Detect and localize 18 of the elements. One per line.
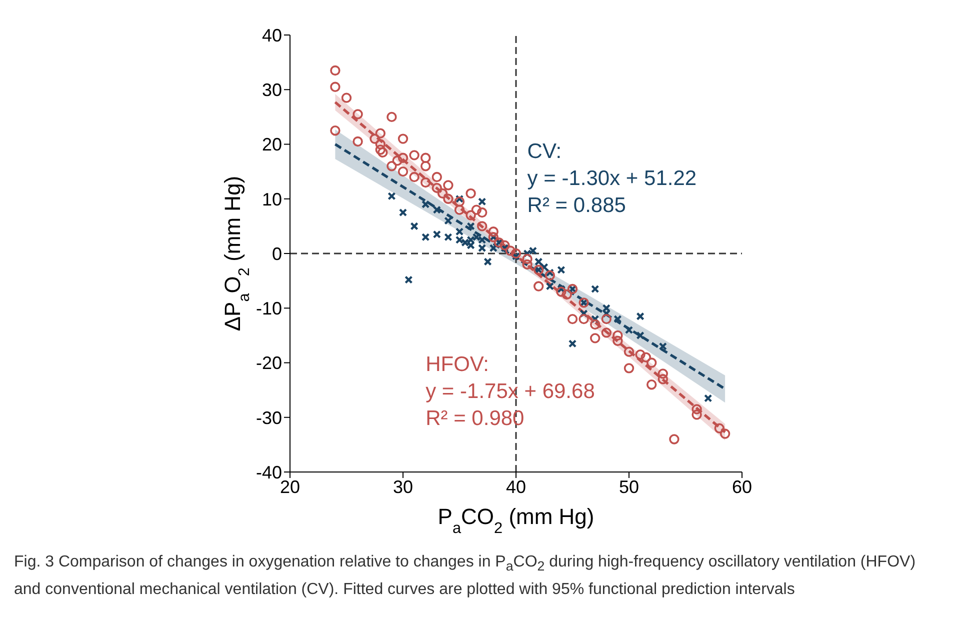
y-tick-label: 0 [272, 244, 282, 264]
x-tick-label: 60 [732, 476, 752, 497]
x-tick-label: 40 [506, 476, 526, 497]
y-tick-label: -10 [256, 298, 282, 319]
y-tick-label: 30 [262, 80, 282, 100]
y-tick-label: -30 [256, 408, 282, 428]
x-tick-label: 50 [618, 476, 640, 497]
x-axis-title: P$_{a}$CO$_{2}$ (mm Hg) [438, 504, 594, 536]
annotation: HFOV: y = -1.75x + 69.68 R² = 0.980 [426, 352, 595, 432]
text: Fig. 3 Comparison of changes in oxygenation relative to changes in P$_{a}$CO$_{2}$ during high-frequency oscillatory ventilation (HFOV) and conventional mechanical ventilation (CV). Fitted curves are plotted with 95% functional prediction intervals [13, 552, 917, 600]
y-tick-label: 20 [262, 134, 282, 155]
y-tick-label: 10 [262, 189, 282, 210]
annotation: CV: y = -1.30x + 51.22 R² = 0.885 [527, 138, 697, 219]
x-tick-label: 20 [280, 476, 300, 497]
x-tick-label: 30 [392, 476, 414, 497]
y-tick-label: -20 [256, 353, 282, 374]
y-tick-label: 40 [262, 25, 282, 46]
y-tick-label: -40 [256, 462, 282, 482]
